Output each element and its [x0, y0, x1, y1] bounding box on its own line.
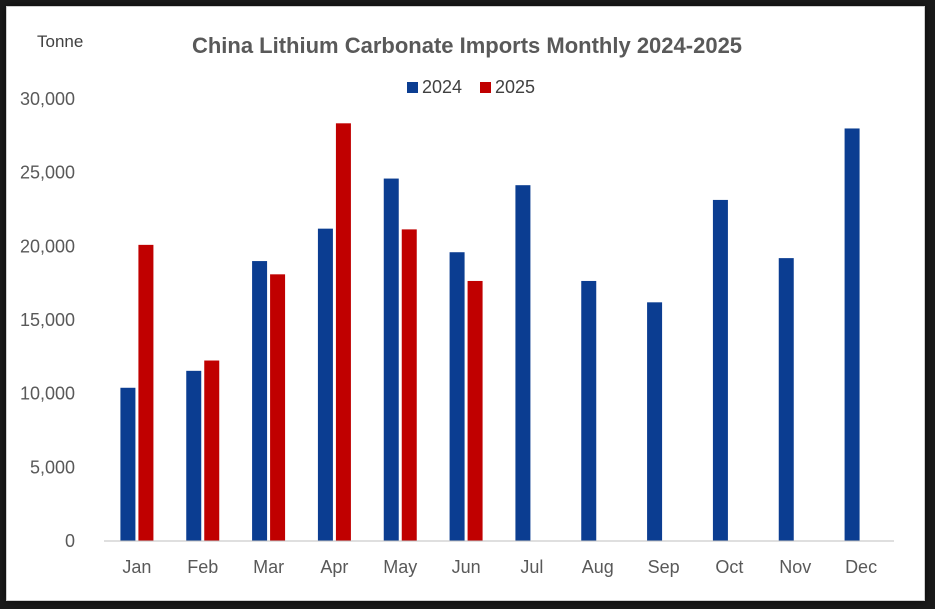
bar-2024-jan [120, 387, 136, 541]
x-tick-label: Aug [582, 557, 614, 577]
x-tick-label: Dec [845, 557, 877, 577]
y-tick-label: 15,000 [20, 310, 75, 330]
x-tick-label: Nov [779, 557, 811, 577]
bar-2024-sep [647, 302, 663, 541]
x-tick-label: Mar [253, 557, 284, 577]
bar-2025-mar [270, 274, 286, 541]
bar-2025-jun [467, 280, 483, 541]
x-axis: Jan Feb Mar Apr May Jun Jul Aug Sep Oct Nov Dec [122, 557, 877, 577]
legend-label-2024: 2024 [422, 77, 462, 97]
chart-title: China Lithium Carbonate Imports Monthly … [192, 33, 742, 58]
y-axis: 0 5,000 10,000 15,000 20,000 25,000 30,000 [20, 89, 75, 551]
x-tick-label: Sep [648, 557, 680, 577]
x-tick-label: Jun [452, 557, 481, 577]
chart-svg: China Lithium Carbonate Imports Monthly … [20, 32, 894, 577]
x-tick-label: Apr [320, 557, 348, 577]
legend-swatch-2025 [480, 82, 491, 93]
x-tick-label: Oct [715, 557, 743, 577]
bars-group [120, 123, 860, 542]
y-tick-label: 25,000 [20, 163, 75, 183]
bar-2024-dec [844, 128, 860, 541]
y-tick-label: 5,000 [30, 457, 75, 477]
bar-2024-feb [186, 370, 202, 541]
bar-2024-may [383, 178, 399, 541]
bar-2025-apr [335, 123, 351, 541]
y-tick-label: 10,000 [20, 384, 75, 404]
bar-2024-oct [712, 199, 728, 541]
bar-2024-jul [515, 185, 531, 541]
x-tick-label: Jan [122, 557, 151, 577]
bar-2024-jun [449, 252, 465, 541]
legend: 2024 2025 [407, 77, 535, 97]
bar-2024-aug [581, 280, 597, 541]
y-tick-label: 20,000 [20, 236, 75, 256]
x-tick-label: Jul [520, 557, 543, 577]
bar-2024-apr [317, 228, 333, 542]
bar-2024-nov [778, 258, 794, 541]
y-unit-label: Tonne [37, 32, 83, 51]
bar-2024-mar [252, 261, 268, 541]
legend-swatch-2024 [407, 82, 418, 93]
x-tick-label: May [383, 557, 417, 577]
bar-2025-jan [138, 244, 154, 542]
x-tick-label: Feb [187, 557, 218, 577]
legend-label-2025: 2025 [495, 77, 535, 97]
y-tick-label: 0 [65, 531, 75, 551]
chart-frame: China Lithium Carbonate Imports Monthly … [6, 6, 925, 601]
bar-2025-feb [204, 360, 220, 541]
y-tick-label: 30,000 [20, 89, 75, 109]
bar-2025-may [401, 229, 417, 541]
